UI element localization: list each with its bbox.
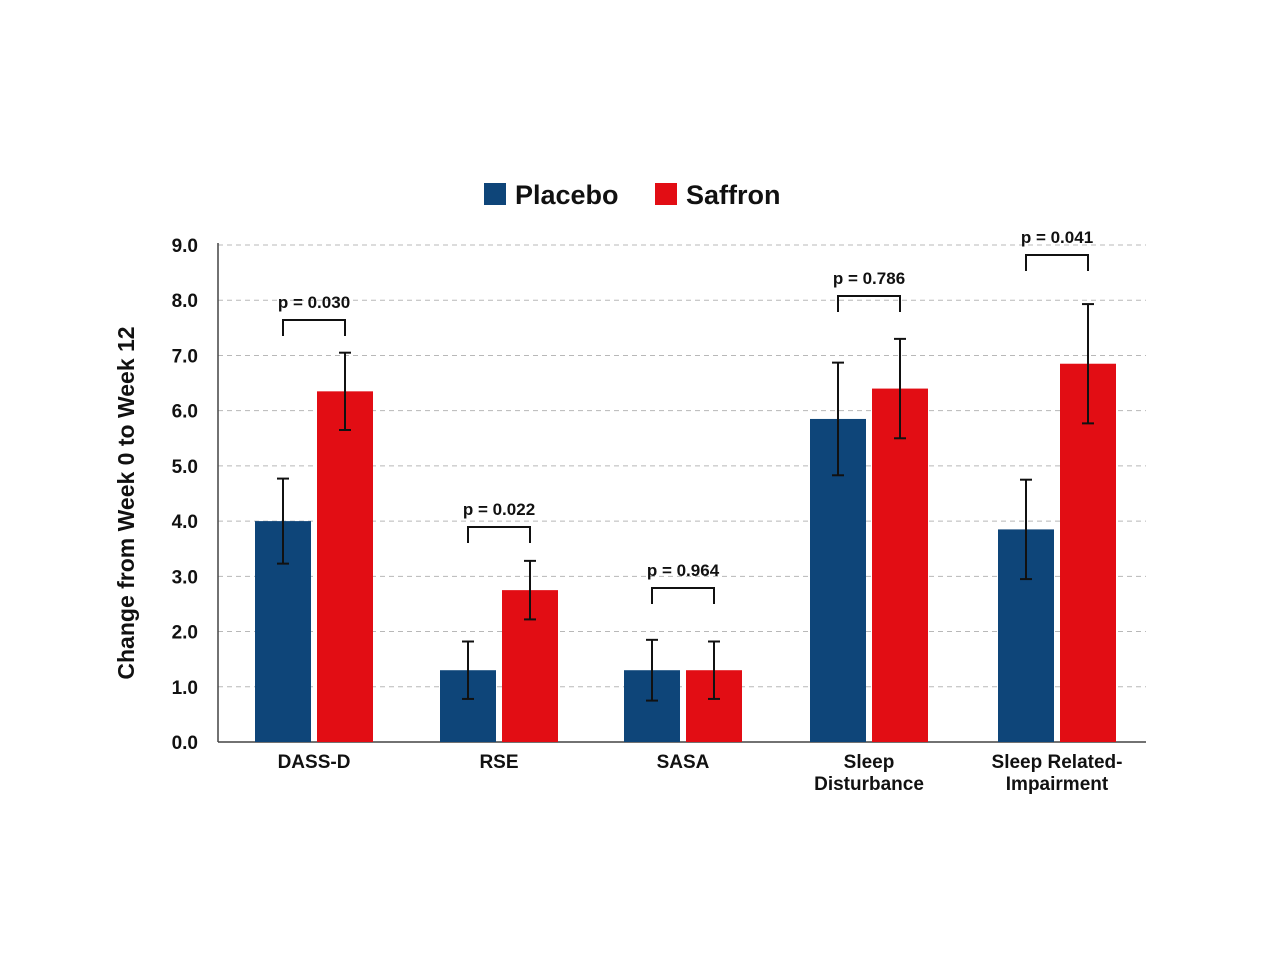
y-tick-label: 4.0	[172, 512, 198, 533]
legend-swatch-placebo	[484, 183, 506, 205]
y-tick-label: 2.0	[172, 623, 198, 644]
error-bar	[524, 559, 536, 621]
p-value-bracket	[651, 587, 715, 604]
y-tick-label: 0.0	[172, 733, 198, 754]
y-tick-label: 5.0	[172, 457, 198, 478]
error-bar	[708, 640, 720, 700]
error-bar	[462, 640, 474, 700]
p-value-bracket	[1025, 254, 1089, 271]
legend-label-placebo: Placebo	[515, 180, 619, 210]
x-tick-label: SASA	[657, 752, 710, 773]
y-tick-label: 3.0	[172, 567, 198, 588]
bar-saffron	[317, 391, 373, 742]
error-bar	[894, 337, 906, 440]
y-tick-label: 7.0	[172, 346, 198, 367]
p-value-label: p = 0.964	[647, 561, 720, 580]
error-bar	[339, 351, 351, 431]
bars	[255, 363, 1116, 742]
p-value-bracket	[282, 319, 346, 336]
legend-swatch-saffron	[655, 183, 677, 205]
x-tick-label: DASS-D	[278, 752, 351, 773]
y-tick-label: 9.0	[172, 236, 198, 257]
y-tick-label: 8.0	[172, 291, 198, 312]
x-tick-label: Sleep Related-	[992, 752, 1123, 773]
p-value-label: p = 0.786	[833, 269, 905, 288]
p-value-label: p = 0.030	[278, 293, 350, 312]
error-bars	[277, 303, 1094, 702]
x-tick-label: Sleep	[844, 752, 895, 773]
p-value-bracket	[467, 526, 531, 543]
x-tick-label: Disturbance	[814, 774, 924, 795]
axes: 0.0 1.0 2.0 3.0 4.0 5.0 6.0 7.0 8.0 9.0 DASS-D RSE S…	[172, 236, 1146, 795]
error-bar	[1020, 478, 1032, 581]
y-tick-label: 1.0	[172, 678, 198, 699]
x-tick-label: RSE	[479, 752, 518, 773]
legend: Placebo Saffron	[484, 180, 781, 210]
y-axis-label: Change from Week 0 to Week 12	[113, 326, 139, 679]
p-value-bracket	[837, 295, 901, 312]
bar-saffron	[872, 388, 928, 742]
p-value-annotations: p = 0.030 p = 0.022 p = 0.964 p = 0.786 p = …	[278, 228, 1093, 604]
bar-saffron	[1060, 363, 1116, 742]
legend-label-saffron: Saffron	[686, 180, 781, 210]
error-bar	[277, 477, 289, 565]
y-tick-label: 6.0	[172, 402, 198, 423]
p-value-label: p = 0.022	[463, 500, 535, 519]
x-tick-label: Impairment	[1006, 774, 1109, 795]
error-bar	[832, 361, 844, 477]
p-value-label: p = 0.041	[1021, 228, 1093, 247]
error-bar	[646, 638, 658, 702]
error-bar	[1082, 303, 1094, 425]
